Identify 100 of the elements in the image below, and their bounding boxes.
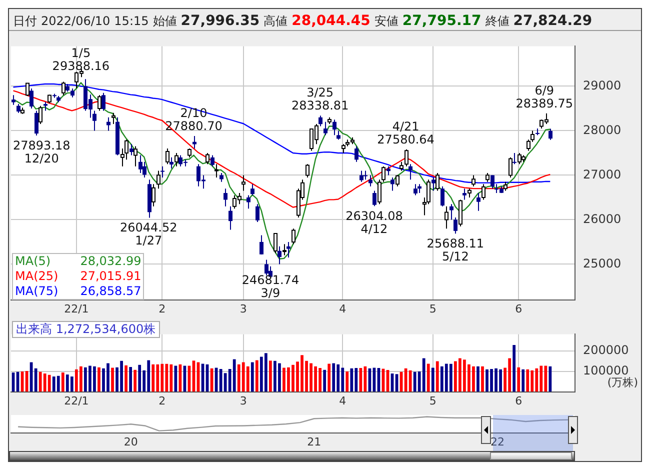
bar <box>70 376 74 392</box>
bar <box>264 353 268 392</box>
annotation: 25688.11 5/12 <box>426 236 484 264</box>
bar <box>134 370 137 392</box>
bar <box>111 368 114 392</box>
candlestick <box>210 154 214 167</box>
bar <box>34 368 38 392</box>
annotation: 26044.52 1/27 <box>120 220 178 248</box>
candlestick <box>408 164 412 180</box>
bar <box>548 366 552 392</box>
annotation: 6/9 28389.75 <box>516 83 574 110</box>
x-tick-label: 20 <box>124 435 138 448</box>
candlestick <box>372 190 376 207</box>
bar <box>328 364 331 392</box>
bar <box>56 376 60 392</box>
candlestick <box>228 206 232 230</box>
bar <box>426 364 430 392</box>
bar <box>246 366 250 392</box>
bar <box>124 365 128 392</box>
bar <box>436 361 439 392</box>
bar <box>269 360 272 392</box>
candlestick <box>34 110 38 136</box>
bar <box>408 370 412 392</box>
candlestick <box>354 146 358 162</box>
bar <box>350 368 354 392</box>
bar <box>481 366 484 392</box>
x-tick-label: 4 <box>339 394 346 408</box>
x-tick-label: 22/1 <box>64 394 89 408</box>
annotation: 27893.18 12/20 <box>12 138 70 166</box>
bar <box>138 364 142 392</box>
candlestick <box>360 170 364 182</box>
y-axis-title: (万株) <box>607 375 638 390</box>
candlestick <box>318 115 322 127</box>
bar <box>61 372 64 392</box>
chart-title: 出来高 1,272,534,600株 <box>12 321 160 338</box>
bar <box>255 360 258 392</box>
bar <box>232 359 236 392</box>
candlestick <box>192 136 196 150</box>
x-tick-label: 3 <box>240 394 247 408</box>
bar <box>98 367 100 392</box>
candlestick <box>30 88 34 109</box>
bar <box>522 369 525 392</box>
bar <box>449 364 452 392</box>
x-tick-label: 4 <box>339 302 346 316</box>
x-tick-label: 6 <box>515 394 522 408</box>
text: MA(5) 28,032.99 <box>15 254 142 268</box>
bar <box>431 368 434 392</box>
bar <box>526 369 530 392</box>
y-tick-label: 200000 <box>583 343 629 358</box>
candlestick <box>476 192 480 212</box>
candlestick <box>440 186 444 207</box>
text: MA(25) 27,015.91 <box>15 269 142 283</box>
bar <box>422 358 426 392</box>
bar <box>250 362 254 392</box>
x-tick-label: 21 <box>307 435 322 448</box>
x-tick-label: 2 <box>158 394 166 408</box>
candlestick <box>490 174 494 190</box>
y-tick-label: 29000 <box>583 78 622 92</box>
candlestick <box>548 128 552 140</box>
candlestick <box>170 156 174 170</box>
bar <box>359 368 362 392</box>
candlestick <box>160 166 164 178</box>
x-tick-label: 22/1 <box>64 302 89 316</box>
x-tick-label: 3 <box>240 302 247 316</box>
y-tick-label: 28000 <box>583 122 622 137</box>
candlestick <box>390 176 394 192</box>
y-tick-label: 27000 <box>583 167 622 182</box>
candlestick <box>450 204 454 220</box>
bar <box>512 344 516 392</box>
candlestick <box>324 121 328 136</box>
candlestick <box>256 204 260 222</box>
annotation: 24681.74 3/9 <box>242 272 300 300</box>
bar <box>129 366 132 392</box>
annotation: 4/21 27580.64 <box>377 119 434 146</box>
annotation: 1/5 29388.16 <box>52 46 110 74</box>
bar <box>323 370 326 392</box>
candlestick <box>462 188 466 200</box>
chart-title: 日付 2022/06/10 15:15 始値 27,996.35 高値 28,044.45 安値 27,795.17 終値 27,824.29 <box>13 13 592 29</box>
x-tick-label: 2 <box>158 302 166 316</box>
candlestick <box>512 152 516 165</box>
y-tick-label: 100000 <box>583 364 629 378</box>
bar <box>517 367 520 392</box>
x-tick-label: 5 <box>429 302 436 316</box>
annotation: 26304.08 4/12 <box>346 209 403 236</box>
candlestick <box>250 184 254 196</box>
bar <box>48 374 51 392</box>
candlestick <box>278 246 282 265</box>
y-tick-label: 25000 <box>583 256 622 270</box>
x-tick-label: 6 <box>515 302 522 316</box>
text: MA(75) 26,858.57 <box>15 284 142 298</box>
y-tick-label: 26000 <box>583 212 622 226</box>
candlestick <box>102 92 106 112</box>
candlestick <box>246 194 250 210</box>
candlestick <box>432 176 436 192</box>
candlestick <box>368 174 372 187</box>
candlestick <box>286 241 290 258</box>
bar <box>152 364 155 392</box>
candlestick <box>224 188 228 207</box>
candlestick <box>414 184 418 196</box>
candlestick <box>332 119 336 136</box>
